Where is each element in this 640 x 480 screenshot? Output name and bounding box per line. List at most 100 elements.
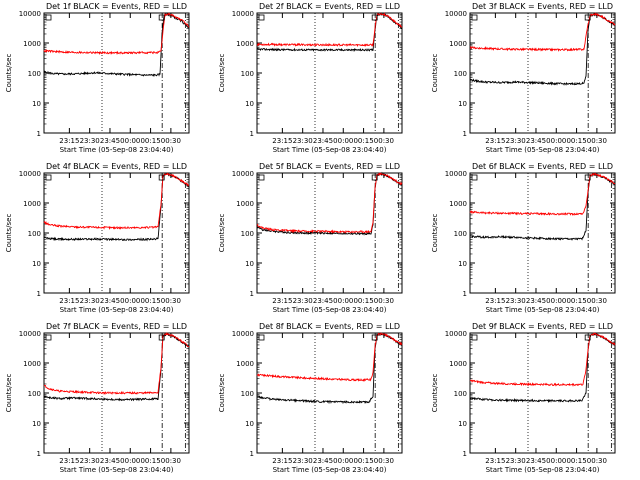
x-tick-label: 00:30 [374, 137, 394, 145]
x-tick-label: 00:00 [333, 297, 353, 305]
annotation-box [258, 334, 265, 341]
x-tick-label: 00:15 [566, 297, 586, 305]
x-tick-label: 23:45 [100, 137, 120, 145]
y-tick-label: 10000 [19, 330, 41, 338]
plot-frame [256, 332, 403, 454]
lld-series-line [256, 332, 403, 383]
y-axis-label: Counts/sec [431, 54, 439, 93]
chart-panel: Det 2f BLACK = Events, RED = LLD 1 10 100 10… [218, 2, 403, 154]
y-axis-label: Counts/sec [431, 214, 439, 253]
y-tick-label: 10 [458, 420, 467, 428]
annotation-box [371, 14, 378, 21]
x-tick-label: 23:30 [80, 457, 100, 465]
y-tick-label: 1000 [449, 40, 467, 48]
y-axis-label: Counts/sec [218, 54, 226, 93]
y-tick-label: 100 [241, 230, 254, 238]
lld-series-line [43, 12, 190, 56]
x-tick-label: 23:45 [313, 137, 333, 145]
chart-panel: Det 8f BLACK = Events, RED = LLD 1 10 100 10… [218, 322, 403, 474]
events-series-line [43, 172, 190, 242]
y-tick-label: 100 [28, 390, 41, 398]
x-tick-label: 23:15 [272, 137, 292, 145]
x-tick-label: 00:30 [161, 297, 181, 305]
annotation-box [258, 174, 265, 181]
x-axis-label: Start Time (05-Sep-08 23:04:40) [273, 306, 387, 314]
x-tick-label: 23:45 [526, 297, 546, 305]
plot-frame [43, 172, 190, 294]
y-tick-label: 1 [463, 130, 467, 138]
y-tick-label: 10000 [445, 330, 467, 338]
chart-title: Det 7f BLACK = Events, RED = LLD [46, 322, 187, 331]
x-axis-label: Start Time (05-Sep-08 23:04:40) [60, 466, 174, 474]
y-tick-label: 1000 [236, 40, 254, 48]
x-tick-label: 00:15 [140, 137, 160, 145]
x-tick-label: 23:15 [272, 297, 292, 305]
lld-series-line [43, 172, 190, 230]
x-tick-label: 00:15 [353, 297, 373, 305]
y-tick-label: 100 [241, 70, 254, 78]
x-tick-label: 23:15 [485, 297, 505, 305]
x-tick-label: 23:45 [526, 457, 546, 465]
x-tick-label: 00:30 [161, 457, 181, 465]
annotation-box [371, 334, 378, 341]
annotation-box [371, 174, 378, 181]
annotation-box [471, 14, 478, 21]
x-tick-label: 23:15 [59, 297, 79, 305]
x-axis-label: Start Time (05-Sep-08 23:04:40) [273, 466, 387, 474]
chart-title: Det 1f BLACK = Events, RED = LLD [46, 2, 187, 11]
events-series-line [256, 171, 403, 236]
x-axis-label: Start Time (05-Sep-08 23:04:40) [60, 146, 174, 154]
y-axis-label: Counts/sec [218, 214, 226, 253]
x-tick-label: 00:15 [566, 137, 586, 145]
chart-title: Det 4f BLACK = Events, RED = LLD [46, 162, 187, 171]
annotation-box [471, 174, 478, 181]
chart-title: Det 9f BLACK = Events, RED = LLD [472, 322, 613, 331]
y-tick-label: 10 [32, 420, 41, 428]
y-tick-label: 1 [37, 290, 41, 298]
y-tick-label: 1 [37, 450, 41, 458]
y-tick-label: 1000 [23, 360, 41, 368]
y-tick-label: 1000 [236, 200, 254, 208]
x-tick-label: 23:15 [272, 457, 292, 465]
plot-frame [469, 172, 616, 294]
y-tick-label: 10 [32, 100, 41, 108]
chart-panel: Det 6f BLACK = Events, RED = LLD 1 10 100 10… [431, 162, 616, 314]
x-tick-label: 00:00 [546, 137, 566, 145]
x-tick-label: 00:00 [333, 457, 353, 465]
y-tick-label: 1000 [449, 200, 467, 208]
x-tick-label: 00:15 [353, 457, 373, 465]
x-tick-label: 23:30 [506, 137, 526, 145]
x-tick-label: 00:15 [353, 137, 373, 145]
x-axis-label: Start Time (05-Sep-08 23:04:40) [486, 146, 600, 154]
x-tick-label: 00:30 [161, 137, 181, 145]
events-series-line [469, 172, 616, 241]
x-axis-label: Start Time (05-Sep-08 23:04:40) [486, 466, 600, 474]
x-tick-label: 00:15 [140, 297, 160, 305]
x-tick-label: 00:00 [546, 457, 566, 465]
chart-panel: Det 3f BLACK = Events, RED = LLD 1 10 100 10… [431, 2, 616, 154]
x-tick-label: 23:45 [100, 457, 120, 465]
annotation-box [45, 174, 52, 181]
x-tick-label: 00:00 [333, 137, 353, 145]
x-tick-label: 00:30 [587, 457, 607, 465]
y-tick-label: 10 [32, 260, 41, 268]
annotation-box [584, 334, 591, 341]
annotation-box [45, 334, 52, 341]
chart-title: Det 6f BLACK = Events, RED = LLD [472, 162, 613, 171]
x-tick-label: 23:30 [293, 297, 313, 305]
x-tick-label: 23:45 [526, 137, 546, 145]
plot-frame [43, 12, 190, 134]
y-axis-label: Counts/sec [218, 374, 226, 413]
x-tick-label: 00:30 [587, 137, 607, 145]
chart-panel: Det 9f BLACK = Events, RED = LLD 1 10 100 10… [431, 322, 616, 474]
annotation-box [471, 334, 478, 341]
events-series-line [43, 12, 190, 78]
y-tick-label: 100 [241, 390, 254, 398]
chart-panel: Det 1f BLACK = Events, RED = LLD 1 10 100 10… [5, 2, 190, 154]
x-tick-label: 23:45 [313, 457, 333, 465]
chart-title: Det 3f BLACK = Events, RED = LLD [472, 2, 613, 11]
lld-series-line [256, 12, 403, 47]
y-tick-label: 1 [250, 450, 254, 458]
y-axis-label: Counts/sec [5, 374, 13, 413]
annotation-box [45, 14, 52, 21]
